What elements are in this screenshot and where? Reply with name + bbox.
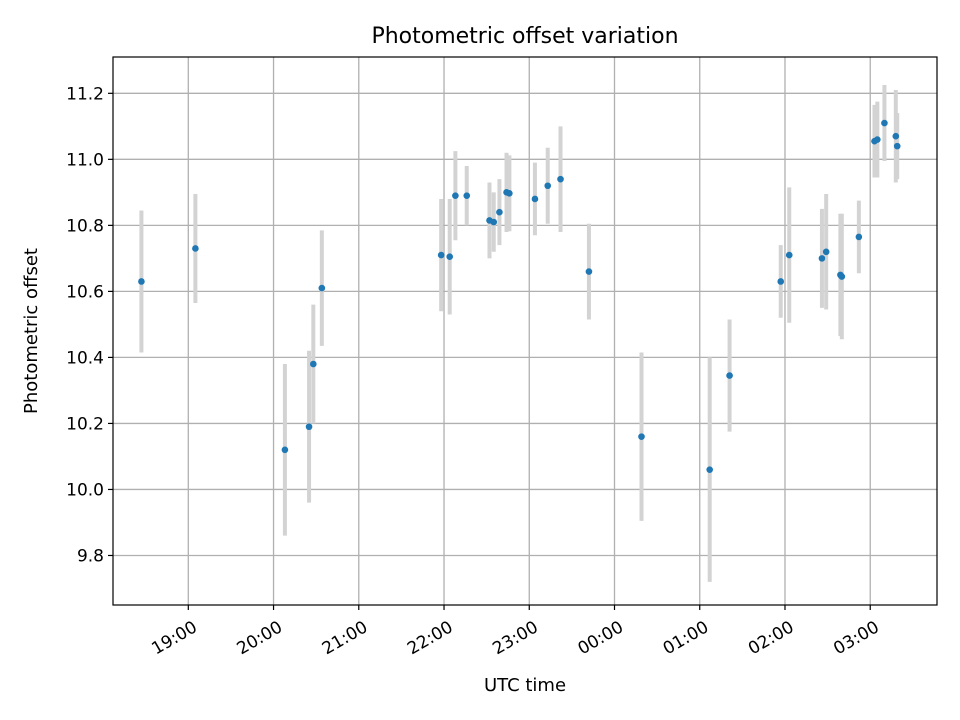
data-point xyxy=(638,433,645,440)
y-tick-label: 9.8 xyxy=(77,546,104,566)
y-axis-label: Photometric offset xyxy=(21,248,42,414)
data-point xyxy=(544,182,552,190)
data-point xyxy=(437,251,445,259)
chart-title: Photometric offset variation xyxy=(371,24,678,49)
data-point xyxy=(892,132,900,140)
data-point xyxy=(838,273,846,280)
y-tick-label: 11.0 xyxy=(66,150,104,170)
data-point xyxy=(531,195,539,203)
grid-lines xyxy=(113,57,937,605)
y-tick-label: 10.0 xyxy=(66,480,104,500)
data-point xyxy=(881,119,888,127)
data-point xyxy=(506,190,513,197)
data-points xyxy=(138,119,901,473)
data-point xyxy=(818,255,826,262)
data-point xyxy=(777,278,785,285)
data-point xyxy=(305,423,313,431)
data-point xyxy=(463,192,471,199)
data-point xyxy=(318,284,326,292)
data-point xyxy=(452,192,459,199)
data-point xyxy=(822,248,830,256)
y-tick-label: 10.6 xyxy=(66,282,104,302)
data-point xyxy=(893,142,901,150)
data-point xyxy=(192,245,199,252)
data-point xyxy=(585,268,593,275)
data-point xyxy=(785,251,793,259)
y-tick-label: 11.2 xyxy=(66,84,104,104)
data-point xyxy=(281,446,289,454)
data-point xyxy=(855,233,863,241)
data-point xyxy=(726,372,733,379)
plot-frame xyxy=(112,56,938,606)
y-tick-label: 10.8 xyxy=(66,216,104,236)
y-axis-ticks: 9.8 10.0 10.2 10.4 10.6 10.8 11.0 11.2 xyxy=(66,84,113,566)
data-point xyxy=(557,175,564,183)
x-axis-label: UTC time xyxy=(484,675,566,696)
data-point xyxy=(496,208,503,216)
data-point xyxy=(490,218,498,226)
y-tick-label: 10.4 xyxy=(66,348,104,368)
y-tick-label: 10.2 xyxy=(66,414,104,434)
data-point xyxy=(138,278,145,285)
data-point xyxy=(874,136,881,143)
data-point xyxy=(446,253,454,261)
data-point xyxy=(706,466,713,473)
data-point xyxy=(310,360,317,368)
